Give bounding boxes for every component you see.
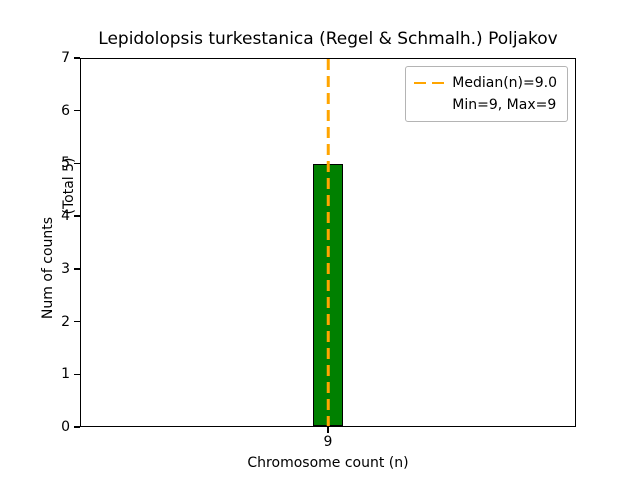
x-tick-mark [327, 427, 329, 433]
y-tick-mark [74, 268, 80, 270]
y-tick-mark [74, 373, 80, 376]
y-tick-mark [74, 215, 80, 217]
x-axis-label: Chromosome count (n) [247, 455, 409, 471]
legend: Median(n)=9.0 Min=9, Max=9 [405, 66, 568, 122]
x-tick-label: 9 [323, 434, 333, 450]
legend-label-median: Median(n)=9.0 [452, 75, 557, 91]
legend-dash-sample [414, 81, 445, 85]
plot-area: Median(n)=9.0 Min=9, Max=9 [80, 58, 576, 427]
y-tick-mark [74, 57, 80, 59]
y-tick-label: 6 [61, 102, 70, 119]
y-tick-label: 2 [61, 313, 70, 330]
y-tick-mark [74, 426, 80, 428]
y-tick-mark [74, 109, 80, 112]
chart-title: Lepidolopsis turkestanica (Regel & Schma… [98, 29, 558, 49]
y-tick-mark [74, 320, 80, 323]
y-tick-label: 5 [61, 155, 70, 172]
y-tick-label: 7 [61, 50, 70, 66]
y-tick-label: 4 [61, 208, 70, 225]
y-tick-label: 3 [61, 260, 70, 277]
y-tick-mark [74, 162, 80, 165]
median-line [326, 59, 330, 426]
legend-row-median: Median(n)=9.0 [414, 72, 557, 94]
y-axis-ticks: 0 1 2 3 4 5 6 7 [0, 0, 80, 480]
legend-label-minmax: Min=9, Max=9 [452, 97, 557, 113]
y-tick-label: 1 [61, 366, 70, 383]
legend-empty-sample [414, 104, 444, 107]
y-tick-label: 0 [61, 419, 70, 435]
legend-row-minmax: Min=9, Max=9 [414, 94, 557, 116]
